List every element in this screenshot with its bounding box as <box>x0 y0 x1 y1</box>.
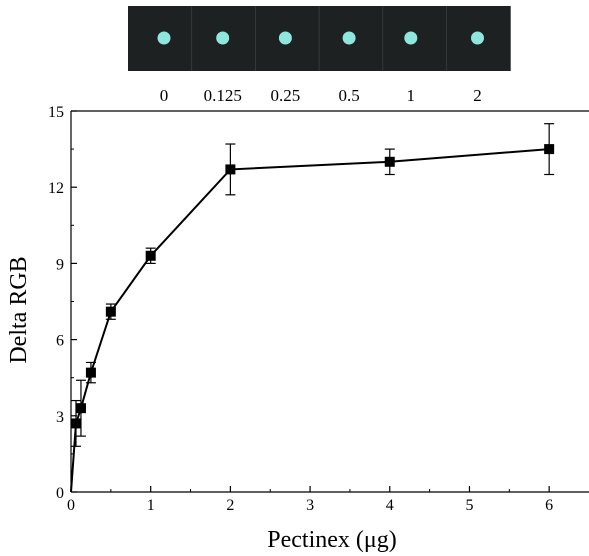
y-tick-label: 3 <box>56 409 64 426</box>
sample-spot <box>216 31 230 45</box>
sample-spot <box>278 31 292 45</box>
y-tick-label: 6 <box>56 333 64 350</box>
data-point <box>105 306 116 317</box>
data-point <box>85 367 96 378</box>
data-point <box>225 164 236 175</box>
data-point <box>145 250 156 261</box>
sample-label: 0.25 <box>271 86 301 105</box>
data-point <box>70 418 81 429</box>
y-tick-label: 9 <box>56 256 64 273</box>
sample-spot <box>342 31 356 45</box>
sample-label: 2 <box>473 86 482 105</box>
sample-spot <box>157 31 171 45</box>
data-point <box>75 403 86 414</box>
sample-label: 1 <box>407 86 416 105</box>
x-axis-title: Pectinex (μg) <box>267 527 397 553</box>
x-tick-label: 2 <box>226 497 234 514</box>
sample-spot <box>471 31 484 45</box>
y-axis-title: Delta RGB <box>6 256 32 363</box>
data-point <box>384 156 395 167</box>
data-point <box>544 144 555 155</box>
y-tick-label: 15 <box>48 104 64 121</box>
x-tick-label: 5 <box>465 497 473 514</box>
x-tick-label: 0 <box>67 497 75 514</box>
sample-image-strip <box>128 6 511 71</box>
x-tick-label: 1 <box>147 497 155 514</box>
sample-label: 0.125 <box>204 86 242 105</box>
sample-label: 0 <box>160 86 169 105</box>
x-tick-label: 6 <box>545 497 553 514</box>
sample-label: 0.5 <box>338 86 359 105</box>
series-line <box>70 148 550 493</box>
x-tick-label: 3 <box>306 497 314 514</box>
x-tick-label: 4 <box>386 497 394 514</box>
sample-label-row: 0 0.125 0.25 0.5 1 2 <box>160 86 482 105</box>
sample-spot <box>404 31 418 45</box>
y-tick-label: 0 <box>56 485 64 502</box>
y-tick-label: 12 <box>48 180 64 197</box>
